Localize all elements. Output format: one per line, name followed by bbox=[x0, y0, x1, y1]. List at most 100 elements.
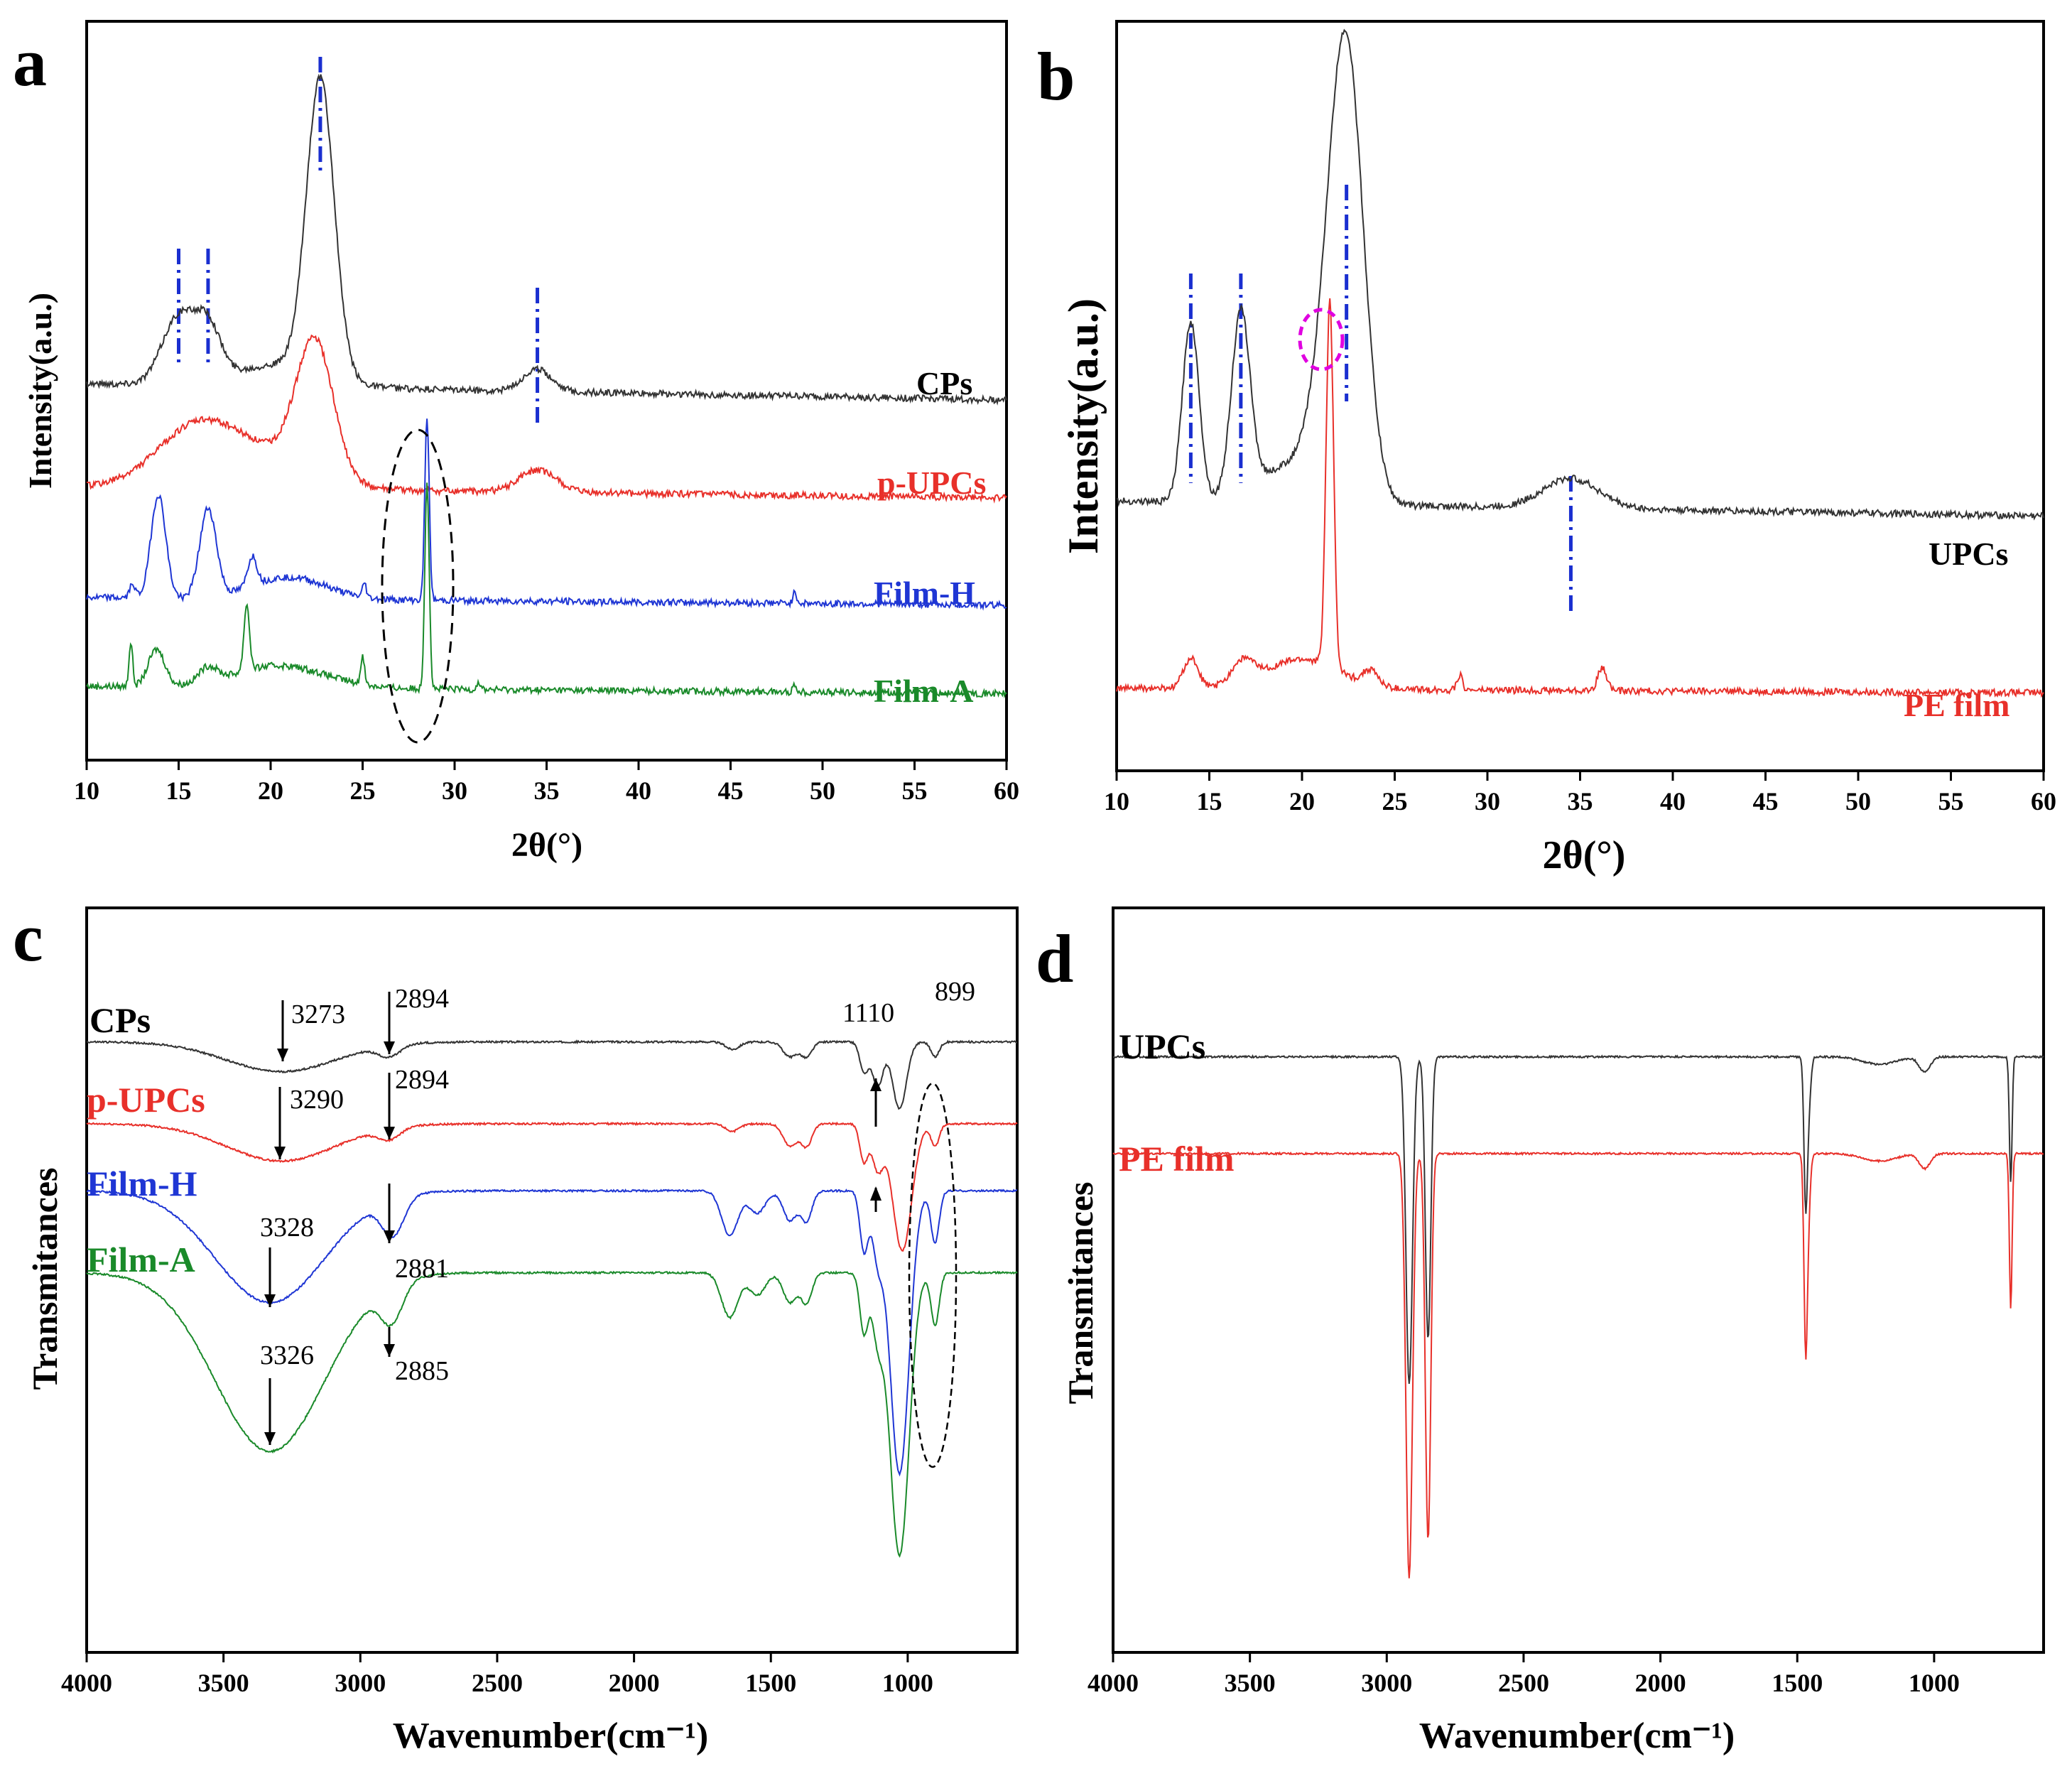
series-line-film-a bbox=[86, 482, 1007, 700]
panel-d-plot bbox=[1112, 1054, 2044, 1579]
x-tick-label: 1500 bbox=[1772, 1669, 1823, 1697]
panel-d-ylabel: Transmitances bbox=[1061, 1182, 1100, 1404]
panel-b-frame bbox=[1115, 20, 2045, 772]
x-tick-label: 2500 bbox=[472, 1669, 523, 1697]
panel-b-ylabel: Intensity(a.u.) bbox=[1060, 298, 1107, 554]
x-tick-label: 50 bbox=[810, 776, 835, 805]
x-tick-label: 20 bbox=[1289, 787, 1315, 816]
panel-a-plot bbox=[86, 73, 1007, 700]
legend-a-filmh: Film-H bbox=[874, 575, 975, 611]
panel-d-xlabel: Wavenumber(cm⁻¹) bbox=[1419, 1716, 1735, 1756]
annotation-label: 3273 bbox=[291, 1000, 345, 1029]
annotation-label: 2885 bbox=[395, 1356, 449, 1386]
panel-c-frame bbox=[85, 906, 1019, 1654]
annotation-arrowhead bbox=[870, 1186, 882, 1201]
series-line-film-h bbox=[86, 1188, 1018, 1477]
x-tick-label: 1000 bbox=[882, 1669, 933, 1697]
panel-c-annotations: 3273 2894 3290 2894 3328 2881 3326 2885 1110 899 bbox=[260, 977, 975, 1445]
panel-a-markers bbox=[177, 57, 540, 423]
x-tick-label: 2000 bbox=[609, 1669, 660, 1697]
panel-a-ticks: 10 15 20 25 30 35 40 45 50 55 60 bbox=[74, 760, 1019, 805]
series-line-upcs bbox=[1116, 28, 2044, 521]
annotation-label: 3326 bbox=[260, 1341, 314, 1370]
annotation-label: 2894 bbox=[395, 984, 449, 1014]
annotation-label: 3290 bbox=[290, 1085, 344, 1115]
legend-c-filma: Film-A bbox=[87, 1240, 195, 1279]
x-tick-label: 3000 bbox=[335, 1669, 386, 1697]
legend-b-upcs: UPCs bbox=[1929, 536, 2008, 572]
annotation-arrowhead bbox=[264, 1432, 276, 1445]
annotation-arrowhead bbox=[384, 1127, 395, 1139]
x-tick-label: 45 bbox=[1753, 787, 1779, 816]
annotation-arrowhead bbox=[277, 1049, 288, 1061]
legend-a-cps: CPs bbox=[916, 365, 972, 401]
series-line-upcs bbox=[1112, 1054, 2044, 1385]
legend-d-pefilm: PE film bbox=[1119, 1139, 1234, 1179]
annotation-label: 2894 bbox=[395, 1065, 449, 1095]
annotation-arrowhead bbox=[384, 1041, 395, 1054]
x-tick-label: 15 bbox=[1197, 787, 1222, 816]
panel-a-ellipse bbox=[381, 428, 455, 744]
annotation-label: 899 bbox=[935, 977, 975, 1007]
x-tick-label: 10 bbox=[1104, 787, 1129, 816]
panel-d-ticks: 4000 3500 3000 2500 2000 1500 1000 bbox=[1087, 1652, 1960, 1697]
x-tick-label: 4000 bbox=[61, 1669, 112, 1697]
panel-b: b 10 15 20 25 30 35 40 45 50 55 60 UPCs PE film 2θ… bbox=[1037, 20, 2056, 877]
panel-a-ylabel: Intensity(a.u.) bbox=[22, 293, 58, 489]
panel-a-label: a bbox=[13, 24, 47, 100]
panel-c-label: c bbox=[13, 899, 43, 975]
x-tick-label: 2500 bbox=[1498, 1669, 1549, 1697]
x-tick-label: 55 bbox=[902, 776, 928, 805]
panel-c-plot bbox=[86, 1039, 1018, 1558]
x-tick-label: 1500 bbox=[745, 1669, 796, 1697]
x-tick-label: 25 bbox=[1382, 787, 1408, 816]
legend-c-cps: CPs bbox=[90, 1000, 151, 1040]
annotation-label: 1110 bbox=[842, 998, 894, 1028]
x-tick-label: 40 bbox=[1660, 787, 1686, 816]
legend-c-filmh: Film-H bbox=[87, 1164, 197, 1203]
series-line-pe-film bbox=[1116, 298, 2044, 699]
series-line-film-h bbox=[86, 418, 1007, 611]
panel-b-label: b bbox=[1037, 38, 1075, 114]
series-line-cps bbox=[86, 1039, 1018, 1110]
legend-c-pupcs: p-UPCs bbox=[87, 1080, 205, 1120]
annotation-arrowhead bbox=[384, 1230, 395, 1243]
x-tick-label: 35 bbox=[1568, 787, 1593, 816]
series-line-cps bbox=[86, 73, 1007, 406]
annotation-label: 3328 bbox=[260, 1213, 314, 1242]
panel-b-ticks: 10 15 20 25 30 35 40 45 50 55 60 bbox=[1104, 771, 2056, 816]
legend-a-pupcs: p-UPCs bbox=[877, 465, 986, 501]
legend-b-pefilm: PE film bbox=[1904, 687, 2009, 723]
x-tick-label: 10 bbox=[74, 776, 99, 805]
x-tick-label: 50 bbox=[1845, 787, 1871, 816]
panel-a-xlabel: 2θ(°) bbox=[511, 826, 582, 864]
panel-c-ticks: 4000 3500 3000 2500 2000 1500 1000 bbox=[61, 1652, 933, 1697]
x-tick-label: 45 bbox=[718, 776, 744, 805]
x-tick-label: 15 bbox=[166, 776, 192, 805]
panel-b-xlabel: 2θ(°) bbox=[1543, 833, 1626, 877]
panel-a: a 10 15 20 25 30 35 40 45 50 55 60 CPs p-UPCs Film… bbox=[13, 20, 1019, 864]
x-tick-label: 25 bbox=[350, 776, 376, 805]
panel-c-xlabel: Wavenumber(cm⁻¹) bbox=[393, 1716, 709, 1756]
x-tick-label: 60 bbox=[2031, 787, 2056, 816]
panel-c-ylabel: Transmitances bbox=[25, 1168, 65, 1390]
panel-b-markers bbox=[1188, 185, 1573, 611]
panel-d: d 4000 3500 3000 2500 2000 1500 1000 UPCs PE f… bbox=[1036, 906, 2045, 1756]
x-tick-label: 40 bbox=[626, 776, 651, 805]
x-tick-label: 3000 bbox=[1361, 1669, 1412, 1697]
x-tick-label: 4000 bbox=[1087, 1669, 1139, 1697]
legend-d-upcs: UPCs bbox=[1119, 1027, 1205, 1066]
x-tick-label: 30 bbox=[1475, 787, 1500, 816]
legend-a-filma: Film-A bbox=[874, 673, 974, 709]
x-tick-label: 3500 bbox=[198, 1669, 249, 1697]
x-tick-label: 20 bbox=[258, 776, 283, 805]
panel-c-ellipse bbox=[908, 1082, 958, 1468]
annotation-arrowhead bbox=[870, 1078, 882, 1091]
series-line-pe-film bbox=[1112, 1151, 2044, 1579]
panel-a-frame bbox=[85, 20, 1008, 762]
series-line-p-upcs bbox=[86, 1121, 1018, 1252]
series-line-film-a bbox=[86, 1270, 1018, 1558]
annotation-arrowhead bbox=[274, 1147, 286, 1159]
x-tick-label: 60 bbox=[994, 776, 1019, 805]
